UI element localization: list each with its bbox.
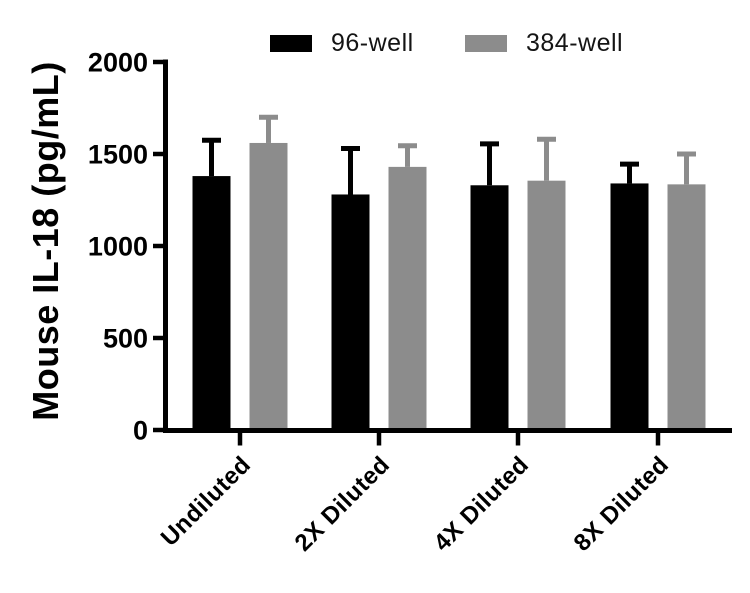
bar-96-well-undiluted bbox=[192, 176, 231, 433]
bar-384-well-4x-diluted bbox=[527, 180, 566, 433]
bar-96-well-8x-diluted bbox=[610, 183, 649, 433]
legend-swatch-96-well bbox=[270, 34, 312, 52]
legend: 96-well 384-well bbox=[0, 26, 750, 60]
bar-384-well-8x-diluted bbox=[667, 184, 706, 433]
y-tick-label-1500: 1500 bbox=[88, 140, 148, 170]
bar-96-well-4x-diluted bbox=[470, 185, 509, 433]
bar-96-well-2x-diluted bbox=[331, 194, 370, 433]
y-tick-label-0: 0 bbox=[133, 416, 148, 446]
legend-label-96-well: 96-well bbox=[331, 28, 414, 57]
y-axis-title: Mouse IL-18 (pg/mL) bbox=[25, 61, 66, 421]
y-tick-label-2000: 2000 bbox=[88, 48, 148, 78]
legend-item-384-well: 384-well bbox=[465, 26, 623, 60]
legend-label-384-well: 384-well bbox=[526, 28, 624, 57]
x-category-label-4x-diluted: 4X Diluted bbox=[429, 451, 535, 557]
bar-384-well-2x-diluted bbox=[388, 166, 427, 433]
y-tick-label-500: 500 bbox=[103, 324, 148, 354]
y-tick-label-1000: 1000 bbox=[88, 232, 148, 262]
bar-384-well-undiluted bbox=[249, 142, 288, 433]
legend-swatch-384-well bbox=[465, 34, 507, 52]
x-category-label-undiluted: Undiluted bbox=[156, 451, 257, 552]
x-category-label-8x-diluted: 8X Diluted bbox=[569, 451, 675, 557]
x-category-label-2x-diluted: 2X Diluted bbox=[290, 451, 396, 557]
legend-item-96-well: 96-well bbox=[270, 26, 414, 60]
